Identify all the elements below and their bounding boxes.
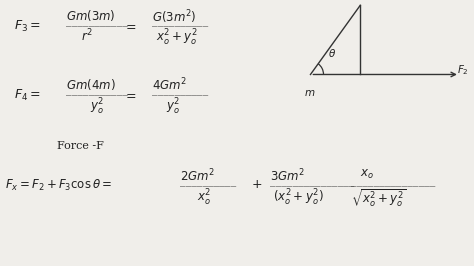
Text: $\sqrt{x_o^2+y_o^2}$: $\sqrt{x_o^2+y_o^2}$ (351, 188, 406, 209)
Text: $+$: $+$ (251, 178, 263, 191)
Text: m: m (304, 88, 314, 98)
Text: $Gm(4m)$: $Gm(4m)$ (66, 77, 116, 92)
Text: $F_2$: $F_2$ (457, 64, 469, 77)
Text: $2Gm^2$: $2Gm^2$ (180, 168, 215, 184)
Text: $4Gm^2$: $4Gm^2$ (152, 77, 187, 94)
Text: __________: __________ (180, 177, 237, 187)
Text: $=$: $=$ (123, 88, 137, 101)
Text: $x_o^2$: $x_o^2$ (197, 188, 211, 208)
Text: $x_o^2+y_o^2$: $x_o^2+y_o^2$ (156, 28, 198, 48)
Text: $\theta$: $\theta$ (328, 47, 336, 59)
Text: $G(3m^2)$: $G(3m^2)$ (152, 8, 196, 26)
Text: $(x_o^2+y_o^2)$: $(x_o^2+y_o^2)$ (273, 188, 323, 208)
Text: $=$: $=$ (123, 19, 137, 32)
Text: __________: __________ (152, 86, 208, 97)
Text: $y_o^2$: $y_o^2$ (90, 97, 104, 117)
Text: $Gm(3m)$: $Gm(3m)$ (66, 8, 116, 23)
Text: _______________: _______________ (351, 177, 435, 187)
Text: ___________: ___________ (66, 17, 128, 27)
Text: $y_o^2$: $y_o^2$ (166, 97, 180, 117)
Text: $F_3=$: $F_3=$ (14, 19, 41, 34)
Text: $F_x= F_2+F_3\cos\theta=$: $F_x= F_2+F_3\cos\theta=$ (5, 178, 112, 193)
Text: $3Gm^2$: $3Gm^2$ (270, 168, 305, 184)
Text: $r^2$: $r^2$ (81, 28, 92, 44)
Text: __________: __________ (152, 17, 208, 27)
Text: _______________: _______________ (270, 177, 355, 187)
Text: $x_o$: $x_o$ (360, 168, 374, 181)
Text: Force -F: Force -F (57, 141, 104, 151)
Text: ___________: ___________ (66, 86, 128, 97)
Text: $F_4=$: $F_4=$ (14, 88, 41, 103)
